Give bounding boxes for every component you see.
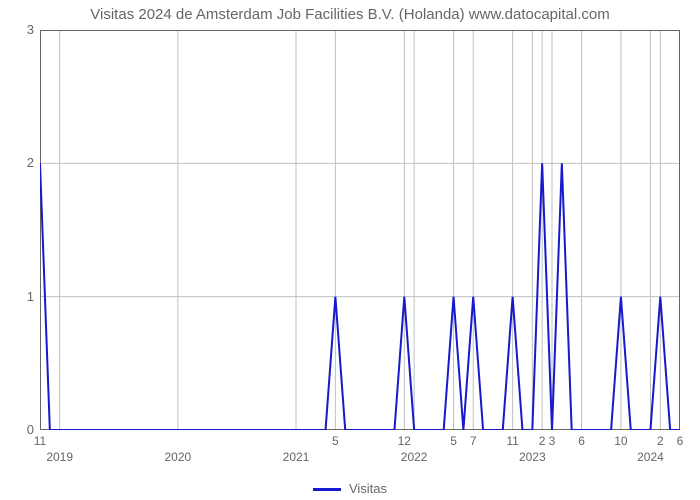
- x-month-tick-label: 6: [578, 434, 585, 448]
- chart-container: Visitas 2024 de Amsterdam Job Facilities…: [0, 0, 700, 500]
- chart-title: Visitas 2024 de Amsterdam Job Facilities…: [0, 6, 700, 23]
- x-month-tick-label: 10: [614, 434, 627, 448]
- legend: Visitas: [0, 481, 700, 496]
- y-tick-label: 3: [14, 22, 34, 37]
- y-tick-label: 0: [14, 422, 34, 437]
- line-chart-svg: [40, 30, 680, 430]
- x-year-tick-label: 2022: [401, 450, 428, 464]
- x-month-tick-label: 2: [657, 434, 664, 448]
- x-month-tick-label: 5: [332, 434, 339, 448]
- x-year-tick-label: 2019: [46, 450, 73, 464]
- x-month-tick-label: 11: [34, 434, 46, 448]
- x-month-tick-label: 7: [470, 434, 477, 448]
- x-year-tick-label: 2020: [164, 450, 191, 464]
- x-year-tick-label: 2021: [283, 450, 310, 464]
- y-tick-label: 1: [14, 289, 34, 304]
- x-month-tick-label: 11: [506, 434, 518, 448]
- plot-area: [40, 30, 680, 430]
- x-year-tick-label: 2024: [637, 450, 664, 464]
- x-month-tick-label: 12: [398, 434, 411, 448]
- legend-swatch: [313, 488, 341, 491]
- x-month-tick-label: 6: [677, 434, 684, 448]
- x-month-tick-label: 3: [549, 434, 556, 448]
- x-year-tick-label: 2023: [519, 450, 546, 464]
- x-month-tick-label: 5: [450, 434, 457, 448]
- y-tick-label: 2: [14, 155, 34, 170]
- x-month-tick-label: 2: [539, 434, 546, 448]
- legend-label: Visitas: [349, 481, 387, 496]
